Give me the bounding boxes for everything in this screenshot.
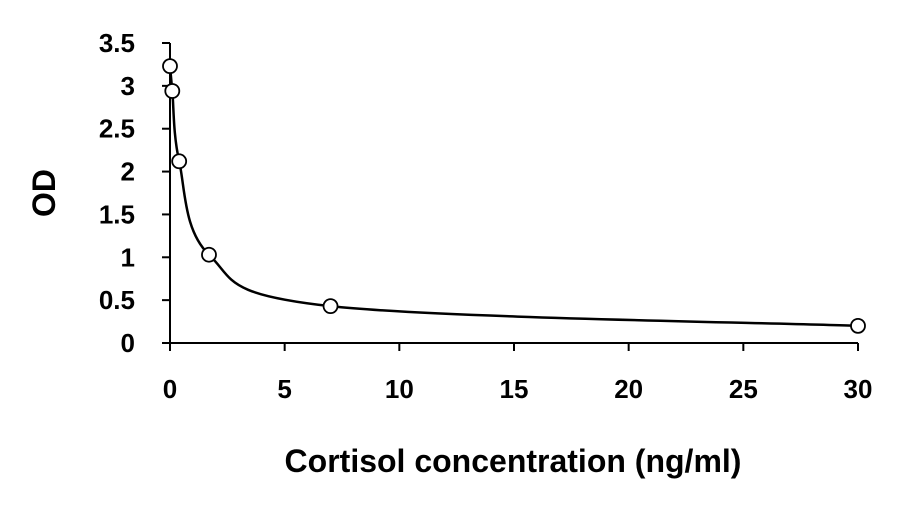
y-tick-label: 3.5: [99, 28, 135, 58]
y-tick-label: 2.5: [99, 114, 135, 144]
x-ticks: 0 5 10 15 20 25 30: [163, 343, 873, 404]
x-tick-label: 0: [163, 374, 177, 404]
y-tick-label: 0.5: [99, 285, 135, 315]
y-axis-title: OD: [26, 169, 62, 217]
data-point: [850, 317, 866, 334]
y-tick-label: 1.5: [99, 199, 135, 229]
y-tick-label: 2: [121, 157, 135, 187]
y-tick-label: 3: [121, 71, 135, 101]
data-point: [201, 246, 217, 263]
data-point: [171, 153, 188, 170]
y-ticks: 0 0.5 1 1.5 2 2.5 3 3.5: [99, 28, 170, 358]
x-tick-label: 15: [500, 374, 529, 404]
x-tick-label: 30: [844, 374, 873, 404]
y-tick-label: 1: [121, 242, 135, 272]
x-axis-title: Cortisol concentration (ng/ml): [285, 443, 742, 479]
fit-curve: [168, 66, 859, 328]
data-point: [322, 298, 339, 315]
x-tick-label: 25: [729, 374, 758, 404]
y-tick-label: 0: [121, 328, 135, 358]
x-tick-label: 5: [277, 374, 291, 404]
x-tick-label: 20: [614, 374, 643, 404]
data-point: [162, 58, 178, 75]
x-tick-label: 10: [385, 374, 414, 404]
data-points: [162, 58, 866, 334]
data-point: [164, 83, 181, 99]
